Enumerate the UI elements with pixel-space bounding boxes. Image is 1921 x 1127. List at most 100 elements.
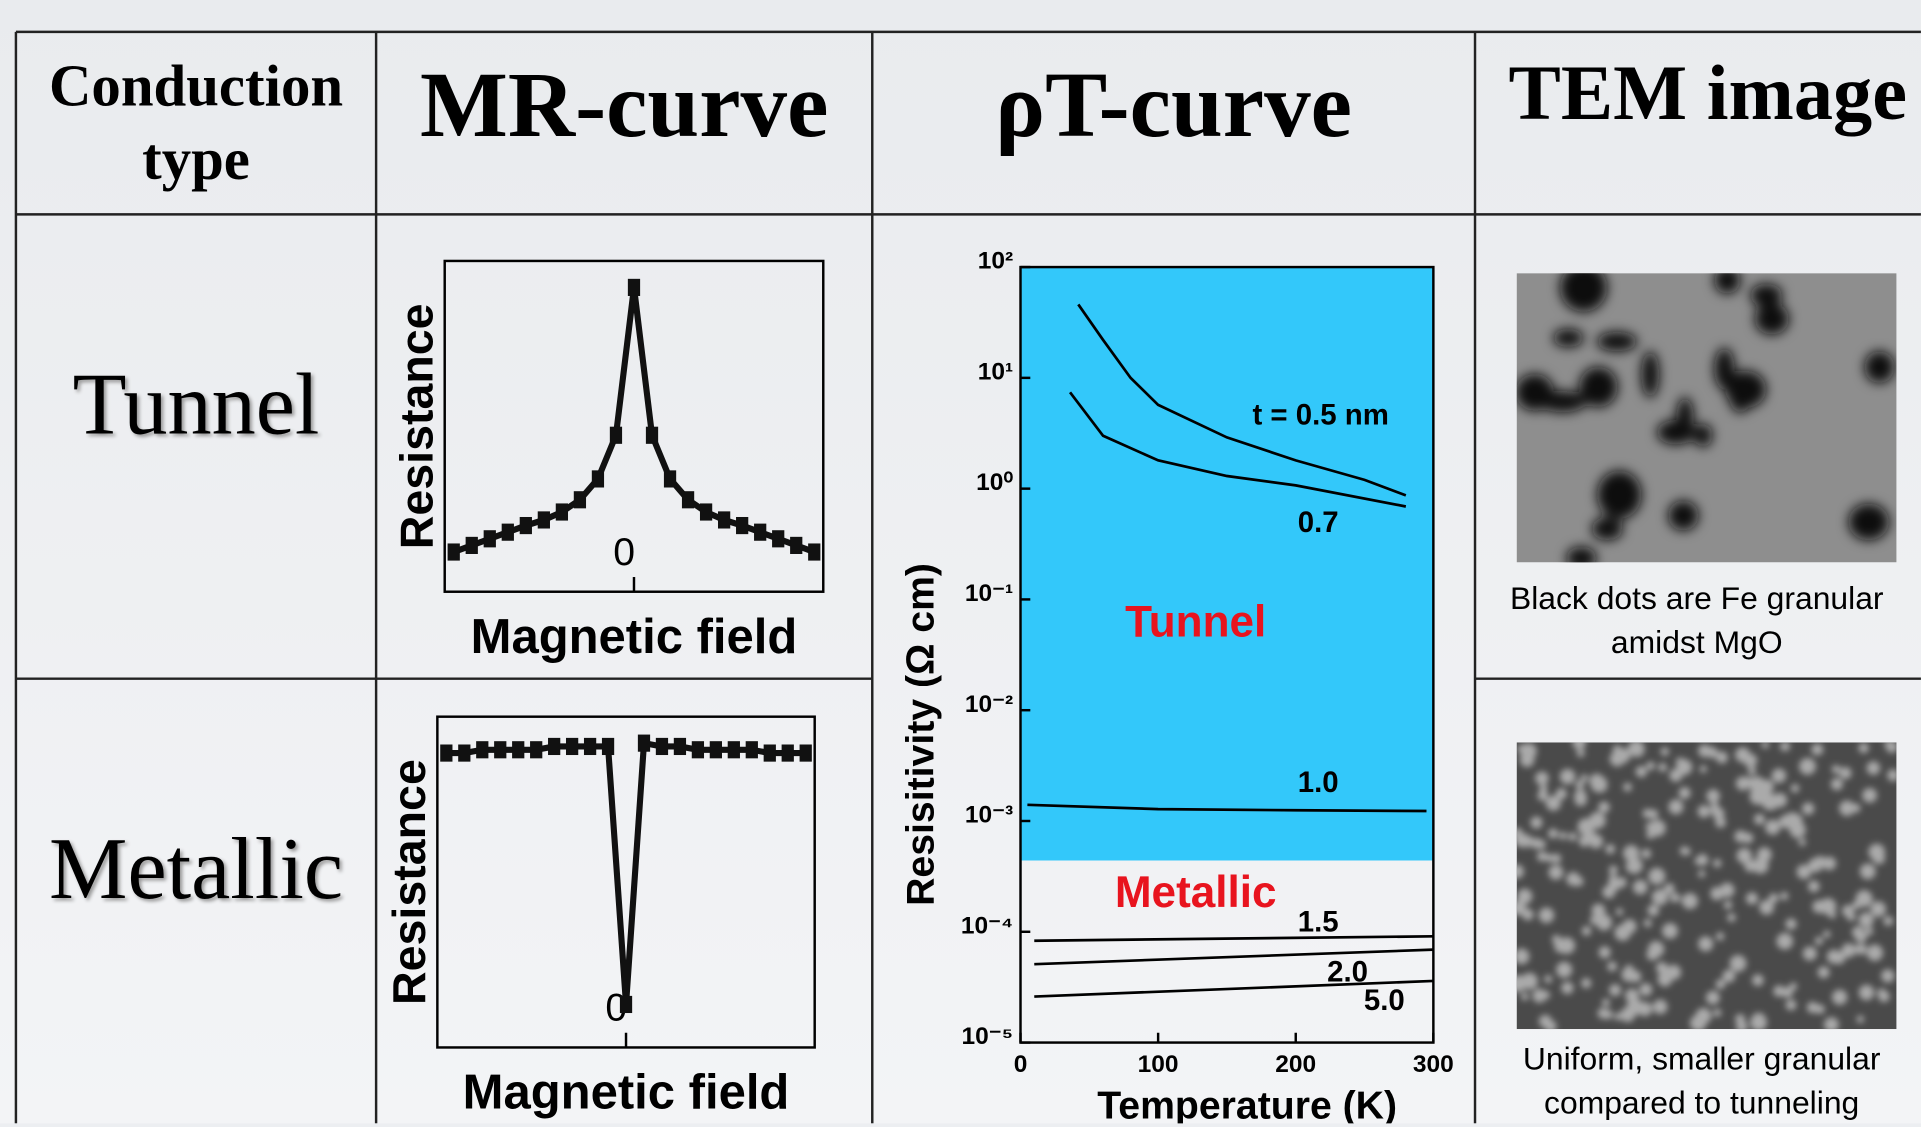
tem-grain — [1711, 802, 1719, 810]
tem-grain — [1658, 763, 1667, 772]
tem-grain — [1560, 264, 1607, 312]
tem-grain — [1509, 864, 1523, 878]
mr-point — [746, 741, 758, 758]
tem-grain — [1670, 893, 1680, 903]
tem-grain — [1539, 785, 1547, 793]
tem-grain — [1847, 912, 1856, 921]
tem-grain — [1633, 880, 1648, 895]
tem-grain — [1553, 329, 1583, 347]
tem-grain — [1681, 896, 1689, 904]
tem-grain — [1535, 771, 1549, 785]
mr-line — [454, 287, 815, 552]
tem-image — [1516, 264, 1897, 570]
tem-grain — [1623, 783, 1632, 792]
tem-grain — [1698, 870, 1705, 877]
mr-point — [700, 503, 712, 520]
tem-grain — [1668, 501, 1698, 531]
y-axis-label: Resistance — [383, 759, 435, 1005]
tem-grain — [1511, 901, 1526, 916]
tem-grain — [1556, 788, 1567, 799]
tem-grain — [1666, 965, 1681, 980]
mr-point — [610, 427, 622, 444]
tem-grain — [1698, 805, 1711, 818]
tem-grain — [1575, 780, 1584, 789]
tem-grain — [1870, 901, 1886, 917]
tem-grain — [1860, 863, 1876, 879]
tem-grain — [1832, 765, 1841, 774]
tem-grain — [1595, 780, 1607, 792]
tem-grain — [1668, 799, 1683, 814]
y-tick-label: 10⁻⁵ — [961, 1023, 1013, 1050]
tem-grain — [1657, 420, 1695, 444]
x-tick-label: 0 — [1014, 1051, 1028, 1078]
tem-grain — [1815, 937, 1823, 945]
tem-grain — [1743, 777, 1753, 787]
tem-grain — [1734, 830, 1746, 842]
mr-point — [574, 491, 586, 508]
mr-point — [710, 741, 722, 758]
tem-grain — [1572, 736, 1585, 749]
tem-grain — [1592, 517, 1623, 540]
mr-point — [772, 530, 784, 547]
tem-grain — [1581, 978, 1591, 988]
series-label: 1.0 — [1298, 766, 1339, 799]
tem-grain — [1592, 904, 1606, 918]
y-tick-label: 10⁻³ — [965, 802, 1013, 829]
tem-grain — [1735, 747, 1750, 762]
tem-grain — [1589, 812, 1606, 829]
mr-point — [790, 537, 802, 554]
tem-grain — [1514, 833, 1528, 847]
tem-grain — [1843, 801, 1854, 812]
tem-grain — [1696, 1008, 1712, 1024]
tem-grain — [1716, 752, 1728, 764]
tem-grain — [1605, 844, 1615, 854]
tem-grain — [1832, 990, 1847, 1005]
mr-point — [682, 491, 694, 508]
mr-point — [674, 738, 686, 755]
tem-grain — [1521, 993, 1529, 1001]
mr-point — [602, 738, 614, 755]
tem-grain — [1858, 743, 1868, 753]
mr-point — [808, 543, 820, 560]
tem-grain — [1566, 547, 1596, 570]
series-line — [1034, 950, 1433, 965]
tem-grain — [1566, 872, 1580, 886]
series-label: 5.0 — [1364, 984, 1405, 1017]
y-tick-label: 10⁰ — [976, 469, 1013, 496]
x-tick-label: 0 — [613, 531, 635, 574]
mr-point — [566, 738, 578, 755]
tem-grain — [1548, 865, 1563, 880]
region-label: Tunnel — [1125, 597, 1266, 646]
tem-grain — [1887, 769, 1899, 781]
tem-grain — [1883, 916, 1893, 926]
tem-grain — [1762, 793, 1779, 810]
tem-grain — [1785, 918, 1796, 929]
tem-grain — [1808, 881, 1820, 893]
series-line — [1034, 936, 1433, 940]
mr-point — [620, 996, 632, 1013]
tem-grain — [1859, 985, 1874, 1000]
tem-grain — [1669, 769, 1682, 782]
tem-grain — [1539, 1015, 1552, 1028]
tem-grain — [1714, 267, 1740, 294]
mr-point — [754, 524, 766, 541]
tem-grain — [1713, 859, 1722, 868]
tem-grain — [1616, 908, 1623, 915]
tem-grain — [1607, 961, 1617, 971]
tem-grain — [1791, 784, 1800, 793]
tem-grain — [1597, 332, 1637, 351]
tem-grain — [1754, 814, 1765, 825]
tem-grain — [1807, 1002, 1818, 1013]
tem-grain — [1730, 955, 1747, 972]
tem-grain — [1842, 943, 1856, 957]
tem-grain — [1656, 962, 1668, 974]
tem-grain — [1609, 984, 1621, 996]
tem-grain — [1727, 913, 1736, 922]
tem-grain — [1615, 748, 1630, 763]
tem-grain — [1865, 351, 1895, 383]
mr-point — [448, 543, 460, 560]
tem-grain — [1641, 849, 1651, 859]
tem-grain — [1598, 1008, 1609, 1019]
mr-point — [538, 511, 550, 528]
tem-grain — [1574, 790, 1586, 802]
